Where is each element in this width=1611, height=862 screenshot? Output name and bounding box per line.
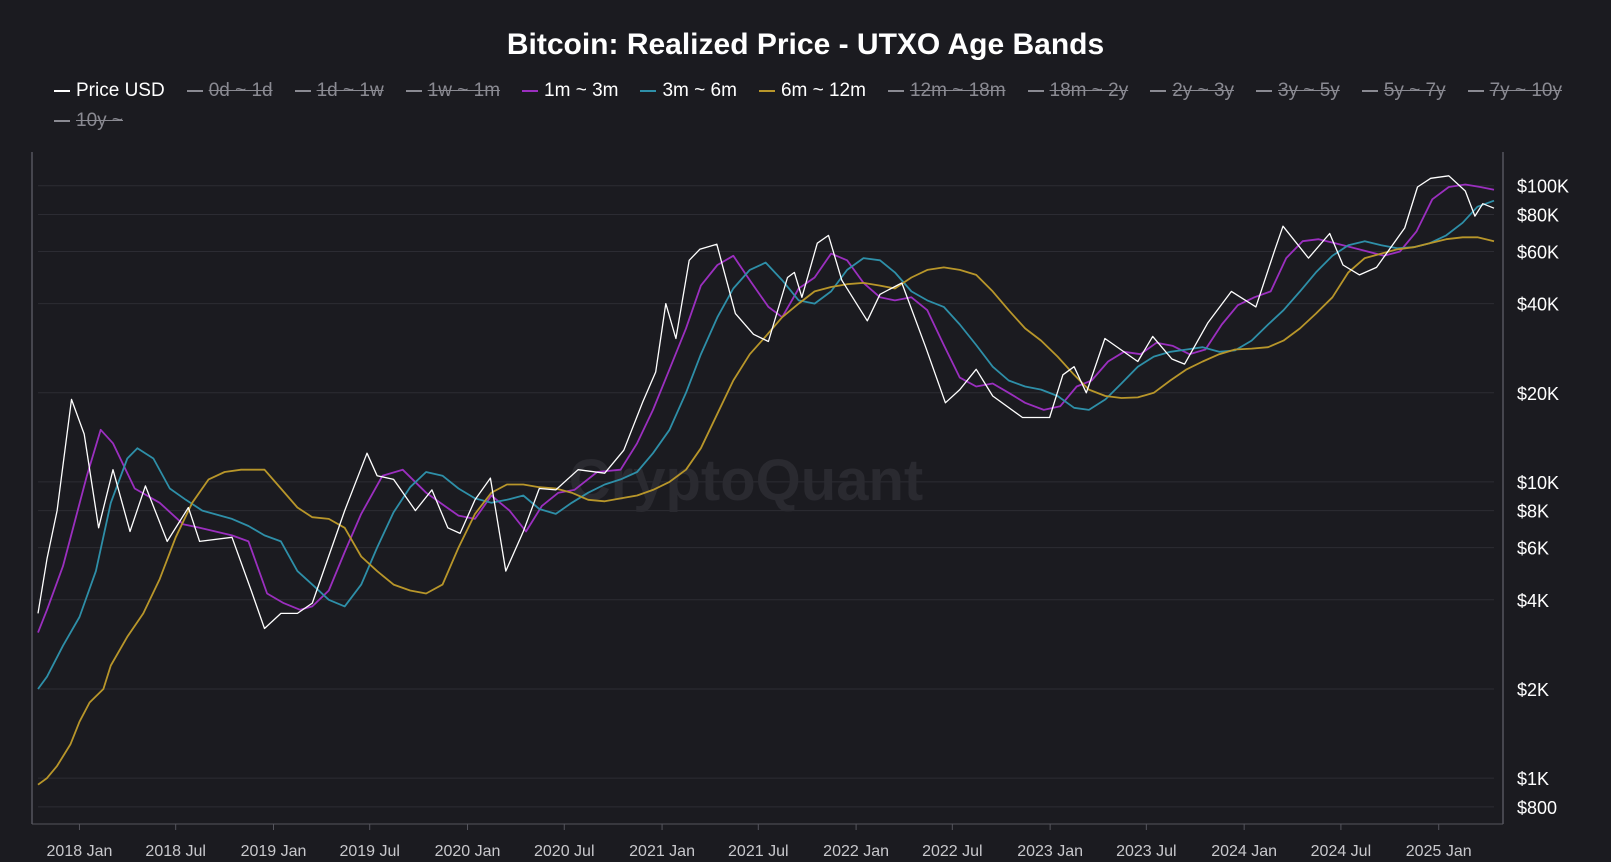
x-tick-label: 2019 Jan (241, 843, 307, 860)
x-tick-label: 2018 Jan (47, 843, 113, 860)
legend-swatch (1256, 90, 1273, 92)
legend-item[interactable]: 1d ~ 1w (294, 78, 384, 104)
legend-swatch (1150, 90, 1167, 92)
x-tick-label: 2025 Jan (1406, 843, 1472, 860)
y-tick-label: $100K (1517, 177, 1569, 197)
legend-label: 1m ~ 3m (544, 80, 619, 101)
legend-swatch (758, 90, 775, 92)
legend-swatch (1467, 90, 1484, 92)
y-tick-label: $2K (1517, 680, 1549, 700)
x-tick-label: 2018 Jul (145, 843, 206, 860)
legend-item[interactable]: 18m ~ 2y (1027, 78, 1129, 104)
x-tick-label: 2021 Jul (728, 843, 789, 860)
x-tick-label: 2019 Jul (339, 843, 400, 860)
legend-label: 12m ~ 18m (909, 80, 1006, 101)
chart-title: Bitcoin: Realized Price - UTXO Age Bands (506, 28, 1105, 61)
y-tick-label: $1K (1517, 769, 1549, 789)
legend-item[interactable]: 5y ~ 7y (1361, 78, 1446, 104)
legend-swatch (186, 90, 203, 92)
legend-item[interactable]: 2y ~ 3y (1150, 78, 1234, 104)
legend-swatch (1361, 90, 1378, 92)
legend-swatch (640, 90, 657, 92)
series-line-price-usd (37, 175, 1495, 630)
x-tick-label: 2020 Jan (435, 843, 501, 860)
x-tick-label: 2023 Jul (1116, 843, 1177, 860)
legend-label: 1d ~ 1w (316, 80, 384, 101)
x-tick-label: 2021 Jan (629, 843, 695, 860)
watermark: CryptoQuant (569, 448, 923, 513)
legend-label: 1w ~ 1m (427, 80, 501, 101)
series-line-3m-6m (37, 199, 1495, 690)
legend-label: 3m ~ 6m (662, 80, 737, 101)
x-tick-label: 2020 Jul (534, 843, 595, 860)
x-tick-label: 2023 Jan (1017, 843, 1083, 860)
legend-item[interactable]: 10y ~ (54, 108, 123, 134)
legend-label: 6m ~ 12m (780, 80, 866, 101)
legend-label: 7y ~ 10y (1489, 80, 1562, 101)
x-tick-label: 2024 Jul (1311, 843, 1372, 860)
legend-swatch (1027, 90, 1044, 92)
legend-label: Price USD (76, 80, 165, 101)
legend-item[interactable]: Price USD (54, 78, 165, 104)
y-tick-label: $8K (1517, 502, 1549, 522)
legend-item[interactable]: 3m ~ 6m (640, 78, 737, 104)
y-tick-label: $800 (1517, 798, 1557, 818)
legend-label: 0d ~ 1d (208, 80, 273, 101)
legend-swatch (405, 90, 422, 92)
legend-label: 3y ~ 5y (1278, 80, 1340, 101)
legend-swatch (54, 120, 70, 122)
legend-swatch (522, 90, 539, 92)
y-tick-label: $6K (1517, 539, 1549, 559)
y-tick-label: $60K (1517, 242, 1559, 262)
y-tick-label: $80K (1517, 205, 1559, 225)
y-tick-label: $40K (1517, 295, 1559, 315)
legend-label: 10y ~ (76, 110, 124, 131)
y-tick-label: $10K (1517, 473, 1559, 493)
legend-item[interactable]: 6m ~ 12m (758, 78, 866, 104)
y-tick-label: $4K (1517, 591, 1549, 611)
legend-item[interactable]: 7y ~ 10y (1467, 78, 1562, 104)
x-tick-label: 2022 Jan (823, 843, 889, 860)
x-tick-label: 2022 Jul (922, 843, 983, 860)
series-line-6m-12m (37, 236, 1495, 786)
legend-item[interactable]: 0d ~ 1d (186, 78, 273, 104)
legend: Price USD 0d ~ 1d 1d ~ 1w 1w ~ 1m 1m ~ 3m 3m … (54, 78, 1574, 134)
legend-item[interactable]: 1w ~ 1m (405, 78, 501, 104)
legend-swatch (887, 90, 904, 92)
y-tick-label: $20K (1517, 384, 1559, 404)
legend-label: 2y ~ 3y (1172, 80, 1235, 101)
x-tick-label: 2024 Jan (1211, 843, 1277, 860)
legend-item[interactable]: 3y ~ 5y (1256, 78, 1340, 104)
legend-item[interactable]: 12m ~ 18m (887, 78, 1006, 104)
legend-label: 18m ~ 2y (1049, 80, 1129, 101)
legend-swatch (54, 90, 70, 92)
legend-label: 5y ~ 7y (1383, 80, 1446, 101)
legend-swatch (294, 90, 311, 92)
legend-item[interactable]: 1m ~ 3m (522, 78, 618, 104)
